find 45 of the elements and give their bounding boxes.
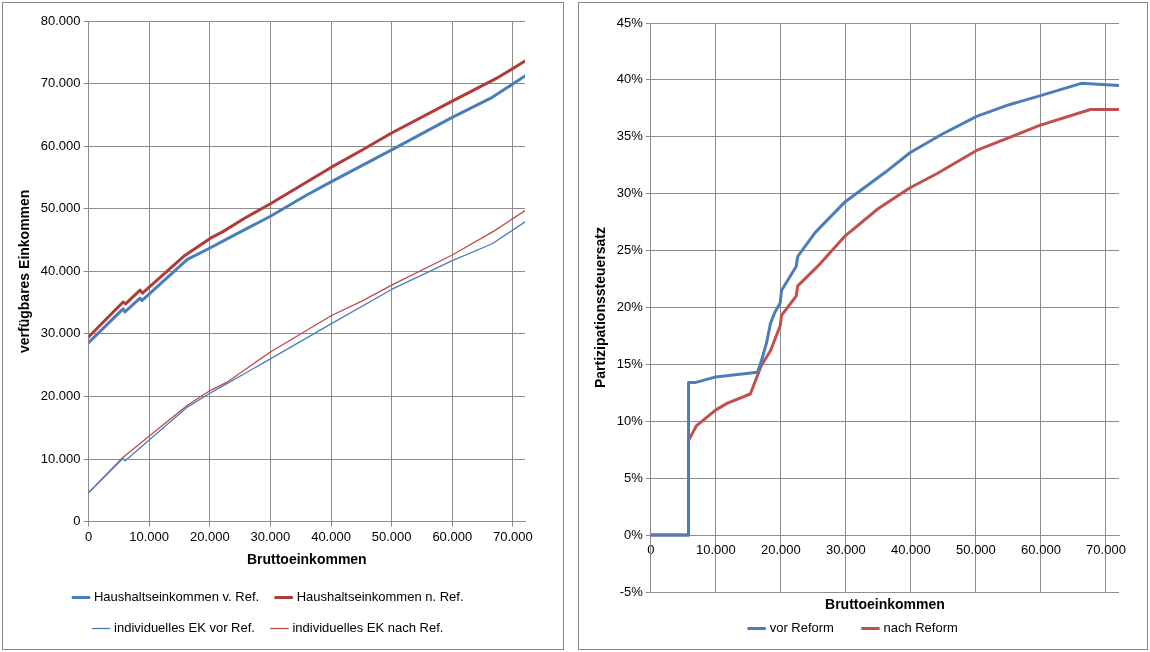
y-tick-label: -5% (619, 583, 644, 599)
y-tick-label: 40.000 (40, 262, 81, 278)
y-tick-label: 30% (616, 185, 644, 201)
y-tick-label: 30.000 (40, 325, 81, 341)
x-tick-label: 70.000 (1086, 542, 1126, 558)
x-tick-label: 60.000 (1021, 542, 1061, 558)
x-tick-label: 50.000 (371, 528, 412, 544)
x-axis-title: Bruttoeinkommen (825, 595, 945, 612)
y-axis-title: verfügbares Einkommen (16, 189, 33, 353)
y-tick-label: 20% (616, 299, 644, 315)
y-tick-label: 40% (616, 71, 644, 87)
y-tick-label: 0 (73, 513, 81, 529)
legend-label: nach Reform (883, 620, 958, 636)
y-tick-label: 10% (616, 412, 644, 428)
x-tick-label: 40.000 (891, 542, 931, 558)
legend-label: vor Reform (769, 620, 834, 636)
y-axis-title: Partizipationssteuersatz (592, 226, 609, 389)
y-tick-label: 70.000 (40, 75, 81, 91)
x-tick-label: 50.000 (956, 542, 996, 558)
x-tick-label: 10.000 (695, 542, 736, 558)
legend-label: individuelles EK vor Ref. (114, 620, 255, 636)
y-tick-label: 5% (624, 469, 644, 485)
y-tick-label: 50.000 (40, 200, 81, 216)
y-tick-label: 60.000 (40, 137, 81, 153)
legend-label: Haushaltseinkommen v. Ref. (93, 589, 260, 605)
legend-label: Haushaltseinkommen n. Ref. (296, 589, 464, 605)
x-tick-label: 10.000 (129, 528, 170, 544)
x-tick-label: 20.000 (760, 542, 801, 558)
x-tick-label: 70.000 (492, 528, 533, 544)
x-axis-title: Bruttoeinkommen (246, 551, 367, 568)
y-tick-label: 25% (616, 242, 644, 258)
y-tick-label: 80.000 (40, 12, 81, 28)
x-tick-label: 0 (84, 528, 93, 544)
x-tick-label: 30.000 (826, 542, 866, 558)
x-tick-label: 20.000 (189, 528, 230, 544)
y-tick-label: 35% (616, 128, 644, 144)
y-tick-label: 20.000 (40, 388, 81, 404)
legend-label: individuelles EK nach Ref. (292, 620, 444, 636)
x-tick-label: 30.000 (250, 528, 291, 544)
x-tick-label: 40.000 (311, 528, 351, 544)
x-tick-label: 60.000 (432, 528, 473, 544)
y-tick-label: 45% (616, 14, 644, 30)
y-tick-label: 15% (616, 355, 644, 371)
y-tick-label: 10.000 (40, 450, 81, 466)
y-tick-label: 0% (624, 526, 644, 542)
